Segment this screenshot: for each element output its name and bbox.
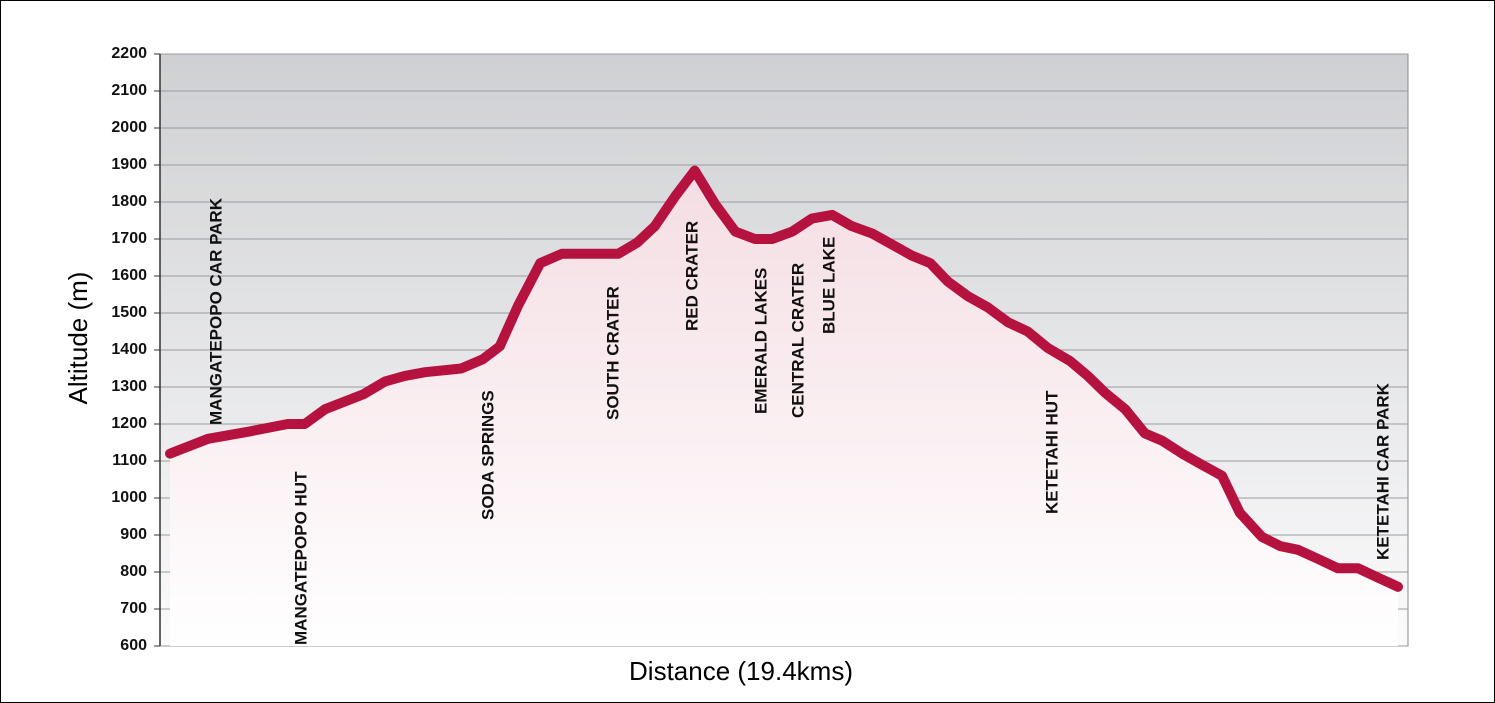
area [170, 170, 1398, 646]
y-axis-title: Altitude (m) [63, 272, 93, 405]
y-tick-label: 700 [120, 600, 147, 617]
y-tick-label: 1500 [111, 304, 147, 321]
waypoint-label: MANGATEPOPO CAR PARK [206, 197, 225, 425]
y-tick-label: 900 [120, 526, 147, 543]
y-tick-label: 1700 [111, 230, 147, 247]
waypoint-label: RED CRATER [682, 221, 701, 331]
y-tick-label: 1100 [112, 452, 147, 469]
y-tick-label: 1300 [111, 378, 147, 395]
y-tick-label: 2100 [111, 82, 147, 99]
waypoint-label: BLUE LAKE [819, 237, 838, 334]
x-axis-title: Distance (19.4kms) [629, 656, 853, 686]
profile-line [165, 165, 1403, 592]
y-tick-label: 1000 [111, 489, 147, 506]
y-tick-label: 1600 [111, 267, 147, 284]
y-tick-label: 2200 [111, 45, 147, 62]
waypoint-label: SODA SPRINGS [478, 390, 497, 520]
y-tick-label: 1900 [111, 156, 147, 173]
waypoint-label: KETETAHI CAR PARK [1373, 382, 1392, 560]
waypoint-label: KETETAHI HUT [1042, 390, 1061, 514]
y-tick-label: 1200 [111, 415, 147, 432]
waypoint-label: CENTRAL CRATER [788, 263, 807, 418]
waypoint-label: MANGATEPOPO HUT [291, 471, 310, 645]
waypoint-label: SOUTH CRATER [603, 286, 622, 420]
y-tick-label: 800 [120, 563, 147, 580]
y-tick-label: 2000 [111, 119, 147, 136]
y-tick-label: 600 [120, 637, 147, 654]
y-tick-label: 1400 [111, 341, 147, 358]
plot [165, 165, 1403, 646]
y-tick-label: 1800 [111, 193, 147, 210]
waypoint-label: EMERALD LAKES [751, 268, 770, 414]
